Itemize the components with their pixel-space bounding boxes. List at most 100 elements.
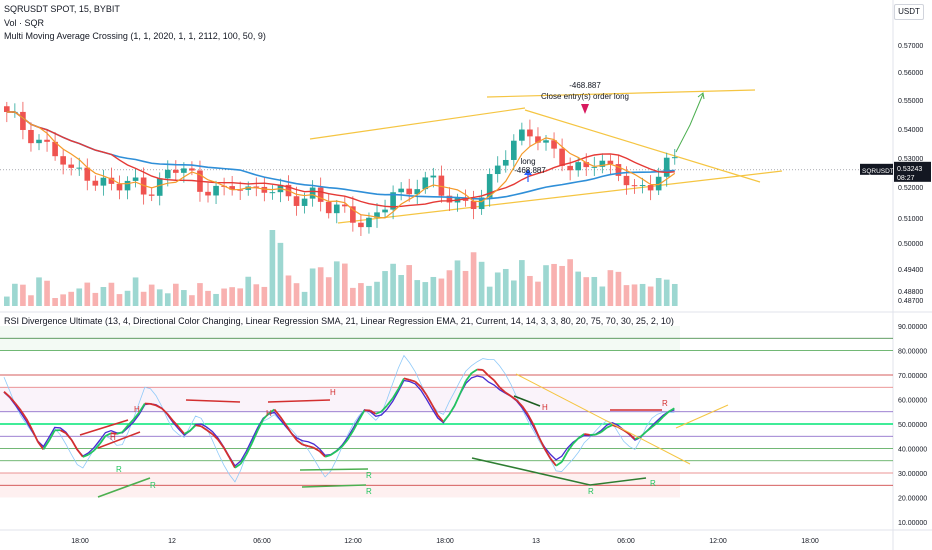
rsi-main-segment (256, 419, 264, 432)
projection-arrow-head (697, 92, 705, 100)
candle-body (237, 189, 244, 191)
candle-body (390, 192, 396, 210)
volume-bar (148, 284, 155, 306)
candle-body (470, 200, 477, 210)
volume-bar (12, 283, 18, 306)
volume-bar (108, 282, 115, 306)
candle-body (52, 141, 58, 157)
candle-body (68, 164, 75, 168)
volume-bar (527, 275, 533, 306)
rsi-main-segment (628, 433, 636, 440)
rsi-main-segment (14, 402, 22, 412)
candle-body (4, 106, 10, 113)
rsi-upper-band (0, 387, 680, 412)
volume-bar (511, 280, 517, 306)
candle-body (317, 187, 324, 202)
rsi-main-segment (346, 430, 355, 441)
candle-body (575, 162, 582, 171)
candle-body (342, 204, 348, 207)
rsi-main-segment (425, 394, 433, 406)
candle-body (430, 175, 437, 178)
rsi-tick-label: 70.00000 (898, 373, 927, 380)
rsi-main-segment (584, 433, 591, 436)
volume-bar (631, 284, 638, 306)
candle-body (446, 195, 453, 203)
candle-body (333, 204, 340, 214)
volume-bar (28, 295, 34, 306)
volume-bar (269, 230, 276, 306)
volume-bar (221, 288, 227, 306)
candle-body (599, 160, 606, 167)
volume-bar (261, 286, 268, 306)
volume-bar (197, 283, 203, 306)
rsi-main-segment (459, 380, 467, 394)
rsi-main-segment (330, 450, 337, 456)
rsi-main-segment (414, 380, 422, 388)
candle-body (519, 129, 525, 141)
rsi-main-segment (538, 437, 546, 450)
volume-bar (559, 265, 565, 306)
rsi-tick-label: 90.00000 (898, 324, 927, 331)
divergence-h-label: H (134, 405, 140, 414)
divergence-r-label: R (662, 399, 668, 408)
rsi-main-segment (352, 419, 360, 432)
rsi-main-segment (437, 414, 445, 423)
rsi-main-segment (595, 431, 602, 436)
rsi-main-segment (268, 408, 275, 415)
candle-body (205, 191, 211, 196)
volume-bar (462, 270, 469, 306)
time-tick-label: 12:00 (709, 538, 727, 545)
volume-bar (414, 280, 421, 306)
candle-body (398, 188, 404, 193)
volume-legend: Vol · SQR (4, 18, 44, 28)
volume-bar (422, 282, 429, 306)
divergence-line (301, 484, 367, 488)
candle-body (108, 177, 115, 184)
divergence-r-label: R (650, 479, 656, 488)
rsi-main-segment (335, 445, 343, 452)
symbol-legend: SQRUSDT SPOT, 15, BYBIT (4, 4, 120, 14)
rsi-main-segment (448, 405, 456, 416)
candle-body (382, 209, 388, 213)
rsi-tick-label: 30.00000 (898, 471, 927, 478)
candle-body (36, 139, 42, 144)
volume-bar (253, 284, 260, 306)
price-tick-label: 0.53000 (898, 156, 923, 163)
volume-bar (181, 290, 187, 306)
candle-body (181, 168, 187, 173)
volume-bar (333, 261, 340, 306)
rsi-main-segment (386, 397, 394, 407)
rsi-main-segment (499, 386, 506, 394)
divergence-line (299, 468, 369, 471)
rsi-main-segment (262, 412, 270, 421)
divergence-line (97, 431, 141, 449)
volume-bar (470, 252, 477, 306)
price-tick-label: 0.52000 (898, 185, 923, 192)
rsi-tick-label: 80.00000 (898, 349, 927, 356)
divergence-line (589, 477, 647, 486)
divergence-r-label: R (366, 487, 372, 496)
rsi-main-segment (409, 378, 416, 383)
trend-channel-line (309, 107, 526, 140)
candle-body (655, 176, 662, 191)
rsi-main-segment (431, 404, 439, 416)
price-tick-label: 0.49400 (898, 267, 923, 274)
currency-button[interactable]: USDT (894, 4, 924, 20)
divergence-line (79, 419, 129, 436)
volume-bar (132, 277, 139, 306)
time-tick-label: 12:00 (344, 538, 362, 545)
price-tick-label: 0.57000 (898, 43, 923, 50)
volume-bar (60, 294, 66, 306)
close-marker (581, 104, 589, 114)
long-arrow-head (524, 169, 532, 175)
candle-body (44, 139, 50, 142)
rsi-main-segment (645, 426, 653, 433)
rsi-main-segment (25, 418, 33, 431)
rsi-main-segment (560, 451, 569, 463)
rsi-main-segment (549, 457, 557, 467)
volume-bar (285, 275, 292, 306)
candle-body (462, 198, 469, 201)
rsi-main-segment (155, 404, 163, 410)
volume-bar (374, 281, 380, 306)
